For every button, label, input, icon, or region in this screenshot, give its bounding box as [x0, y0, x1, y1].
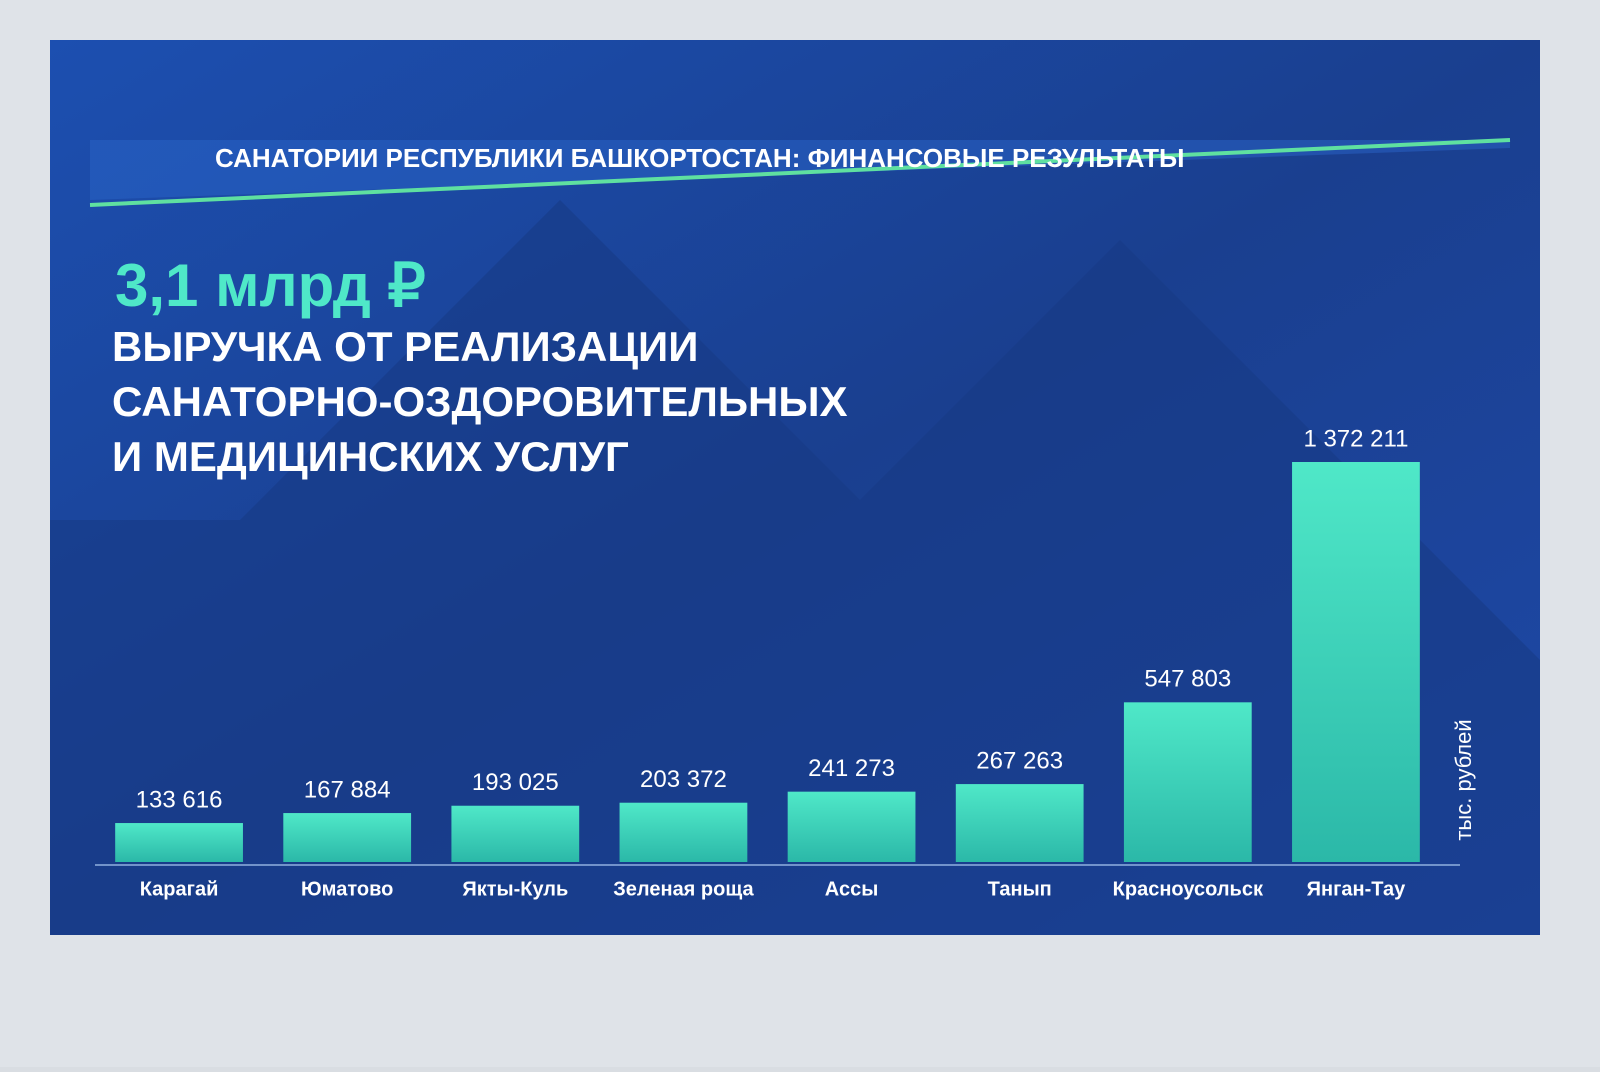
bar: [787, 791, 916, 862]
subtitle: ВЫРУЧКА ОТ РЕАЛИЗАЦИИ: [112, 323, 698, 370]
value-label: 267 263: [976, 747, 1063, 774]
subtitle: И МЕДИЦИНСКИХ УСЛУГ: [112, 433, 629, 480]
bar: [1123, 702, 1252, 862]
x-tick-label: Зеленая роща: [613, 878, 754, 900]
bar: [955, 784, 1084, 862]
value-label: 1 372 211: [1303, 425, 1408, 452]
bar: [1292, 462, 1420, 862]
x-tick-label: Ассы: [825, 878, 879, 900]
value-label: 547 803: [1144, 666, 1231, 693]
bar: [619, 802, 748, 862]
value-label: 167 884: [304, 776, 391, 803]
subtitle: САНАТОРНО-ОЗДОРОВИТЕЛЬНЫХ: [112, 378, 847, 425]
x-tick-label: Карагай: [140, 878, 219, 900]
value-label: 203 372: [640, 766, 727, 793]
bar: [115, 823, 243, 862]
unit-label: тыс. рублей: [1451, 719, 1476, 840]
value-label: 241 273: [808, 755, 895, 782]
x-tick-label: Красноусольск: [1113, 878, 1264, 900]
x-tick-label: Юматово: [301, 878, 393, 900]
chart-title: САНАТОРИИ РЕСПУБЛИКИ БАШКОРТОСТАН: ФИНАН…: [215, 143, 1184, 173]
header-rule: [89, 138, 1511, 207]
bar: [283, 813, 412, 862]
bar: [451, 805, 580, 862]
x-tick-label: Янган-Тау: [1307, 878, 1406, 900]
x-tick-label: Якты-Куль: [462, 878, 568, 900]
value-label: 133 616: [136, 786, 223, 813]
value-label: 193 025: [472, 769, 559, 796]
headline-figure: 3,1 млрд ₽: [115, 252, 426, 319]
x-tick-label: Танып: [988, 878, 1052, 900]
